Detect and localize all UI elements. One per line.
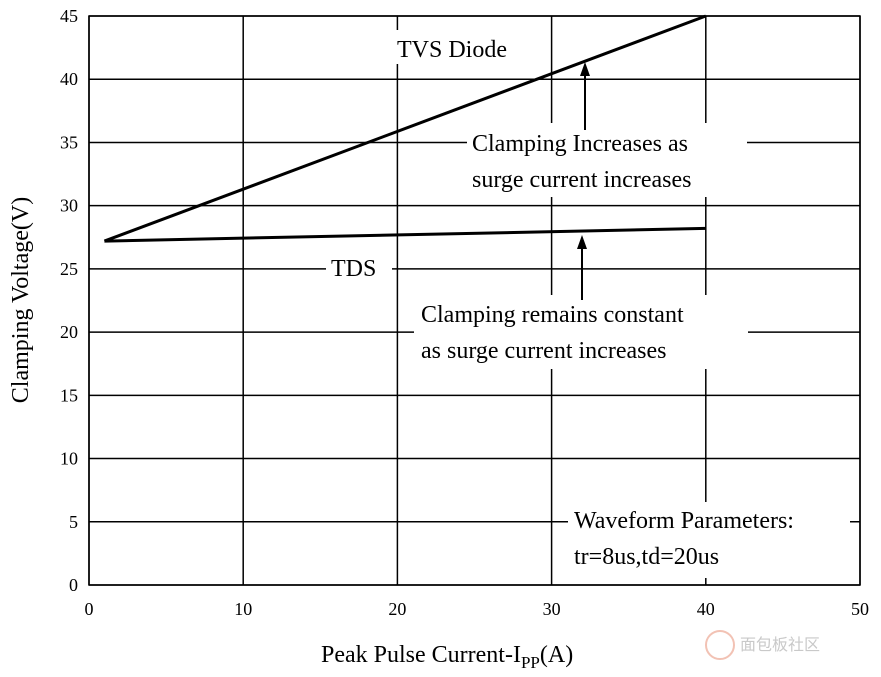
annotation-mask-1 [467, 123, 747, 197]
y-tick-label-35: 35 [60, 132, 78, 152]
label-mask-tds [326, 252, 392, 284]
annotation-mask-2 [414, 295, 748, 369]
y-tick-label-15: 15 [60, 385, 78, 405]
x-axis-label-subscript: PP [521, 653, 540, 672]
y-tick-label-40: 40 [60, 69, 78, 89]
series-line-tvs-diode [103, 14, 707, 243]
watermark: 面包板社区 [705, 630, 820, 660]
y-tick-label-25: 25 [60, 259, 78, 279]
x-tick-label-50: 50 [851, 599, 869, 619]
series-label-tvs-diode: TVS Diode [397, 37, 507, 63]
y-tick-label-45: 45 [60, 6, 78, 26]
arrow-tds [577, 235, 587, 300]
label-mask-tvs [392, 30, 536, 64]
y-axis-label: Clamping Voltage(V) [8, 197, 34, 403]
x-axis-label: Peak Pulse Current-IPP(A) [321, 642, 573, 672]
x-axis-label-suffix: (A) [540, 642, 573, 668]
annotation-2-line-2: as surge current increases [421, 338, 666, 364]
annotation-1-line-2: surge current increases [472, 167, 691, 193]
x-tick-label-20: 20 [388, 599, 406, 619]
watermark-logo-icon [705, 630, 735, 660]
y-tick-label-30: 30 [60, 196, 78, 216]
plot-frame [88, 15, 861, 586]
series-label-tds: TDS [331, 256, 376, 282]
y-tick-label-0: 0 [69, 575, 78, 595]
x-tick-label-10: 10 [234, 599, 252, 619]
y-tick-label-20: 20 [60, 322, 78, 342]
x-tick-label-40: 40 [697, 599, 715, 619]
annotation-3-line-1: Waveform Parameters: [574, 508, 794, 534]
annotation-1-line-1: Clamping Increases as [472, 131, 688, 157]
watermark-text: 面包板社区 [740, 635, 820, 654]
x-tick-label-0: 0 [85, 599, 94, 619]
x-tick-label-30: 30 [543, 599, 561, 619]
series-layer [103, 14, 707, 243]
tick-labels: 0 10 20 30 40 50 0 5 10 15 20 25 30 35 40 45 [60, 6, 869, 619]
arrow-tvs [580, 62, 590, 130]
y-tick-label-5: 5 [69, 512, 78, 532]
annotation-3-line-2: tr=8us,td=20us [574, 544, 719, 570]
annotation-2-line-1: Clamping remains constant [421, 302, 684, 328]
annotation-mask-3 [568, 502, 850, 578]
y-tick-label-10: 10 [60, 449, 78, 469]
series-line-tds [104, 226, 706, 243]
